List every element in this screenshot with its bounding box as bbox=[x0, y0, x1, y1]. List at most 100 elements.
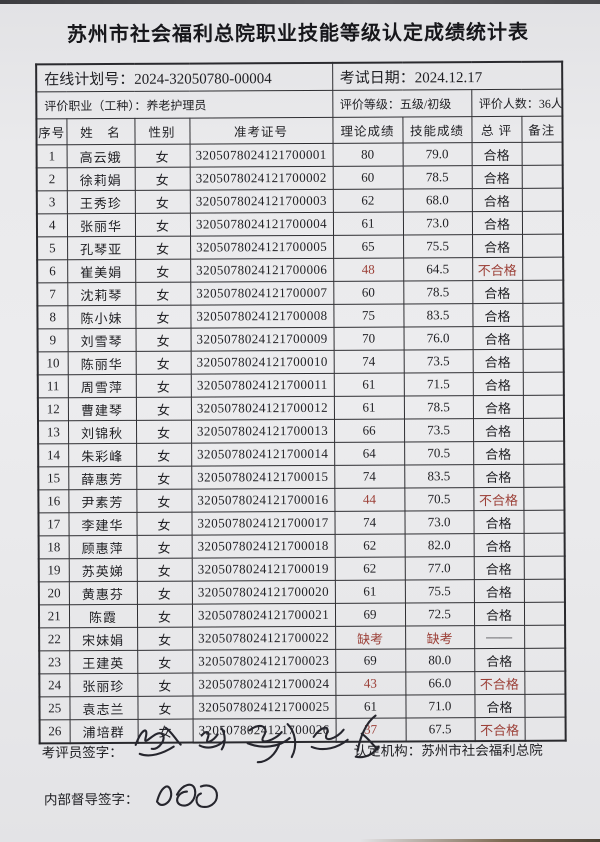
cell-theory-score: 74 bbox=[334, 510, 405, 535]
cell-remark bbox=[522, 303, 564, 327]
cell-remark bbox=[522, 372, 564, 396]
table-row: 15 薛惠芳 女 3205078024121700015 74 83.5 合格 bbox=[38, 464, 565, 490]
meta-row-occupation: 评价职业（工种）：养老护理员 评价等级：五级/初级 评价人数：36人 bbox=[36, 89, 563, 119]
cell-skill-score: 78.5 bbox=[403, 280, 473, 304]
results-table: 在线计划号：2024-32050780-00004 考试日期：2024.12.1… bbox=[35, 60, 567, 745]
cell-gender: 女 bbox=[136, 535, 192, 559]
cell-name: 孔琴亚 bbox=[67, 236, 136, 260]
cell-skill-score: 70.5 bbox=[404, 441, 474, 465]
cell-theory-score: 69 bbox=[335, 648, 406, 673]
cell-ticket-number: 3205078024121700004 bbox=[189, 212, 334, 237]
table-row: 2 徐莉娟 女 3205078024121700002 60 78.5 合格 bbox=[36, 165, 563, 191]
cell-name: 陈霞 bbox=[68, 604, 138, 628]
cell-name: 陈丽华 bbox=[67, 351, 136, 375]
cell-remark bbox=[522, 234, 564, 258]
cell-remark bbox=[522, 395, 565, 419]
cell-remark bbox=[524, 717, 566, 741]
cell-name: 崔美娟 bbox=[67, 259, 136, 283]
plan-number-value: 2024-32050780-00004 bbox=[134, 70, 272, 88]
table-row: 13 刘锦秋 女 3205078024121700013 66 73.5 合格 bbox=[37, 418, 565, 444]
col-header-no: 序号 bbox=[36, 118, 67, 145]
cell-overall-result: 不合格 bbox=[472, 257, 523, 281]
cell-gender: 女 bbox=[137, 627, 193, 651]
cell-gender: 女 bbox=[136, 581, 192, 605]
cell-serial-no: 1 bbox=[36, 144, 67, 168]
table-row: 19 苏英娣 女 3205078024121700019 62 77.0 合格 bbox=[38, 556, 565, 582]
cell-skill-score: 73.5 bbox=[404, 418, 474, 442]
cell-skill-score: 75.5 bbox=[404, 579, 474, 603]
cell-remark bbox=[522, 349, 564, 373]
cell-remark bbox=[522, 280, 564, 304]
cell-theory-score: 65 bbox=[333, 234, 404, 259]
cell-skill-score: 66.0 bbox=[405, 671, 475, 695]
page-title: 苏州市社会福利总院职业技能等级认定成绩统计表 bbox=[66, 21, 530, 47]
occupation-label: 评价职业（工种）： bbox=[44, 98, 147, 113]
cell-overall-result: 合格 bbox=[473, 418, 524, 442]
cell-remark bbox=[523, 487, 565, 511]
cell-ticket-number: 3205078024121700003 bbox=[189, 189, 333, 214]
cell-ticket-number: 3205078024121700014 bbox=[191, 442, 335, 467]
table-row: 8 陈小妹 女 3205078024121700008 75 83.5 合格 bbox=[37, 303, 564, 329]
table-row: 14 朱彩峰 女 3205078024121700014 64 70.5 合格 bbox=[38, 441, 565, 467]
col-header-skill: 技能成绩 bbox=[402, 116, 472, 143]
cell-serial-no: 8 bbox=[37, 305, 68, 329]
cell-gender: 女 bbox=[135, 374, 191, 398]
cell-ticket-number: 3205078024121700015 bbox=[191, 465, 335, 490]
meta-row-plan: 在线计划号：2024-32050780-00004 考试日期：2024.12.1… bbox=[36, 61, 563, 92]
cell-ticket-number: 3205078024121700008 bbox=[190, 304, 334, 329]
plan-number-label: 在线计划号： bbox=[44, 71, 135, 88]
cell-serial-no: 7 bbox=[37, 282, 68, 306]
table-row: 4 张丽华 女 3205078024121700004 61 73.0 合格 bbox=[36, 211, 564, 237]
col-header-name: 姓 名 bbox=[66, 118, 135, 145]
cell-theory-score: 62 bbox=[334, 556, 405, 581]
cell-name: 刘锦秋 bbox=[67, 420, 137, 444]
cell-theory-score: 80 bbox=[332, 142, 403, 167]
cell-skill-score: 79.0 bbox=[402, 142, 472, 166]
cell-skill-score: 78.5 bbox=[403, 395, 474, 419]
col-header-ticket: 准考证号 bbox=[189, 117, 333, 145]
cell-gender: 女 bbox=[135, 236, 191, 260]
cell-serial-no: 24 bbox=[39, 673, 70, 697]
cell-theory-score: 43 bbox=[335, 671, 406, 696]
count-cell: 评价人数：36人 bbox=[471, 89, 563, 117]
cell-ticket-number: 3205078024121700012 bbox=[190, 396, 335, 421]
cell-serial-no: 11 bbox=[37, 374, 68, 398]
cell-skill-score: 68.0 bbox=[402, 188, 472, 212]
cell-remark bbox=[521, 188, 563, 212]
supervisor-signature-handwriting bbox=[155, 783, 219, 808]
cell-skill-score: 83.5 bbox=[403, 303, 473, 327]
cell-gender: 女 bbox=[135, 351, 191, 375]
cell-gender: 女 bbox=[136, 443, 192, 467]
cell-serial-no: 13 bbox=[37, 420, 69, 444]
cell-ticket-number: 3205078024121700023 bbox=[192, 649, 336, 674]
col-header-result: 总 评 bbox=[471, 116, 522, 143]
cell-overall-result: 合格 bbox=[473, 533, 524, 557]
cell-remark bbox=[523, 441, 565, 465]
cell-serial-no: 25 bbox=[39, 696, 70, 720]
cell-serial-no: 12 bbox=[37, 397, 68, 421]
cell-overall-result: 合格 bbox=[471, 188, 522, 212]
cell-remark bbox=[523, 602, 566, 626]
table-row: 9 刘雪琴 女 3205078024121700009 70 76.0 合格 bbox=[37, 326, 564, 352]
certifying-agency: 认定机构：苏州市社会福利总院 bbox=[354, 739, 543, 760]
cell-skill-score: 67.5 bbox=[405, 717, 475, 742]
cell-ticket-number: 3205078024121700017 bbox=[191, 511, 335, 536]
cell-serial-no: 4 bbox=[36, 213, 68, 237]
cell-skill-score: 76.0 bbox=[403, 326, 473, 350]
cell-overall-result: 合格 bbox=[472, 234, 523, 258]
cell-ticket-number: 3205078024121700019 bbox=[191, 557, 335, 582]
cell-serial-no: 22 bbox=[39, 627, 70, 651]
cell-gender: 女 bbox=[136, 558, 192, 582]
cell-skill-score: 77.0 bbox=[404, 556, 474, 580]
cell-name: 李建华 bbox=[68, 512, 137, 536]
cell-theory-score: 74 bbox=[334, 464, 405, 489]
cell-skill-score: 71.5 bbox=[403, 372, 473, 396]
cell-serial-no: 5 bbox=[37, 236, 68, 260]
table-row: 12 曹建琴 女 3205078024121700012 61 78.5 合格 bbox=[37, 395, 565, 421]
cell-remark bbox=[522, 326, 564, 350]
cell-theory-score: 75 bbox=[333, 303, 404, 328]
cell-theory-score: 61 bbox=[333, 395, 405, 420]
cell-name: 刘雪琴 bbox=[67, 328, 136, 352]
cell-ticket-number: 3205078024121700022 bbox=[192, 626, 336, 651]
